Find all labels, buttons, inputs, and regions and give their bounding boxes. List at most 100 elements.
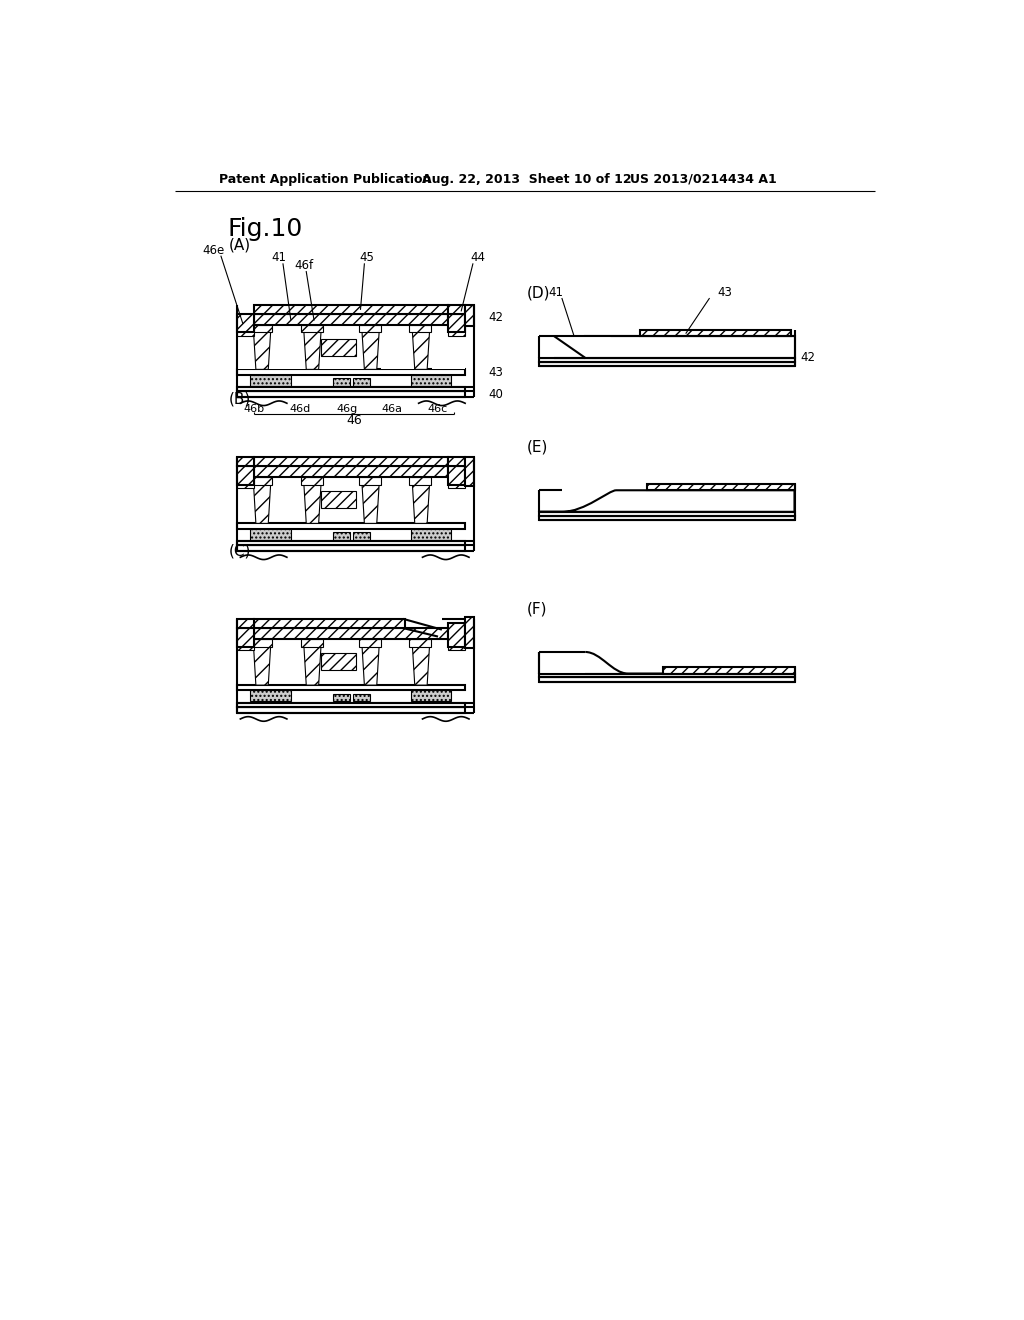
Bar (539, 337, 586, 358)
PathPatch shape (539, 490, 795, 512)
Bar (237, 523, 465, 529)
Polygon shape (362, 647, 379, 685)
Bar (237, 628, 254, 647)
Bar (321, 339, 356, 355)
Bar (410, 325, 431, 333)
Text: 46f: 46f (294, 259, 313, 272)
Bar (539, 362, 795, 367)
Bar (237, 702, 465, 706)
Bar (237, 545, 465, 552)
Text: 46b: 46b (243, 404, 264, 414)
Bar (539, 516, 795, 520)
Polygon shape (362, 333, 379, 370)
Bar (301, 639, 323, 647)
Bar (359, 325, 381, 333)
Polygon shape (254, 333, 270, 370)
Bar (410, 639, 431, 647)
Bar (647, 484, 795, 490)
Bar (539, 652, 586, 673)
Bar (254, 457, 449, 466)
Text: 41: 41 (271, 251, 287, 264)
Bar (251, 478, 272, 484)
Bar (301, 478, 323, 484)
Text: 46: 46 (346, 413, 362, 426)
Text: (F): (F) (527, 602, 548, 616)
Bar (539, 652, 586, 673)
Text: 41: 41 (548, 286, 563, 298)
Text: 46a: 46a (381, 404, 402, 414)
Text: 46c: 46c (428, 404, 449, 414)
Bar (237, 466, 254, 484)
Text: 40: 40 (488, 388, 503, 400)
Bar (334, 532, 350, 540)
Bar (586, 337, 795, 358)
Text: 43: 43 (488, 366, 503, 379)
Bar (251, 529, 291, 540)
Bar (352, 693, 370, 701)
Bar (254, 305, 449, 314)
Text: (A): (A) (228, 238, 251, 253)
Polygon shape (304, 333, 321, 370)
Text: 43: 43 (718, 286, 732, 298)
Polygon shape (413, 484, 429, 524)
Text: Aug. 22, 2013  Sheet 10 of 12: Aug. 22, 2013 Sheet 10 of 12 (423, 173, 632, 186)
Bar (237, 685, 465, 690)
Bar (237, 387, 465, 391)
Bar (359, 639, 381, 647)
Bar (411, 529, 452, 540)
Bar (237, 325, 365, 370)
Bar (539, 512, 795, 516)
Bar (301, 325, 323, 333)
Polygon shape (254, 647, 270, 685)
Bar (449, 322, 465, 335)
Bar (663, 668, 795, 673)
Text: 46g: 46g (337, 404, 358, 414)
Bar (449, 314, 465, 333)
Bar (237, 706, 465, 713)
Bar (616, 490, 795, 512)
Bar (273, 325, 305, 370)
Bar (237, 541, 465, 545)
Bar (539, 673, 795, 677)
Bar (359, 478, 381, 484)
Bar (237, 619, 254, 628)
Bar (539, 358, 795, 362)
Bar (449, 466, 465, 484)
Text: 42: 42 (801, 351, 816, 364)
Bar (251, 325, 272, 333)
Bar (237, 457, 254, 466)
Polygon shape (554, 337, 612, 358)
Bar (465, 305, 474, 326)
Bar (411, 690, 452, 701)
Bar (381, 325, 414, 370)
Bar (449, 623, 465, 647)
Text: Fig.10: Fig.10 (227, 218, 302, 242)
Text: (D): (D) (527, 285, 551, 301)
Polygon shape (304, 484, 321, 524)
Bar (334, 378, 350, 385)
Polygon shape (413, 333, 429, 370)
Bar (449, 636, 465, 649)
Text: 45: 45 (359, 251, 374, 264)
Bar (237, 322, 254, 335)
Text: US 2013/0214434 A1: US 2013/0214434 A1 (630, 173, 777, 186)
Text: Patent Application Publication: Patent Application Publication (219, 173, 432, 186)
Bar (237, 474, 254, 488)
Polygon shape (362, 484, 379, 524)
Bar (449, 305, 465, 314)
Text: 46e: 46e (202, 244, 224, 257)
Bar (449, 457, 465, 466)
Text: (B): (B) (228, 392, 251, 407)
Text: (C): (C) (228, 544, 251, 558)
Bar (449, 474, 465, 488)
Bar (628, 652, 795, 673)
Polygon shape (304, 647, 321, 685)
Bar (432, 325, 465, 370)
Bar (539, 677, 795, 682)
Bar (254, 628, 449, 639)
Bar (254, 619, 404, 628)
Bar (237, 314, 254, 333)
Bar (254, 466, 449, 478)
Bar (237, 391, 465, 397)
Bar (352, 532, 370, 540)
